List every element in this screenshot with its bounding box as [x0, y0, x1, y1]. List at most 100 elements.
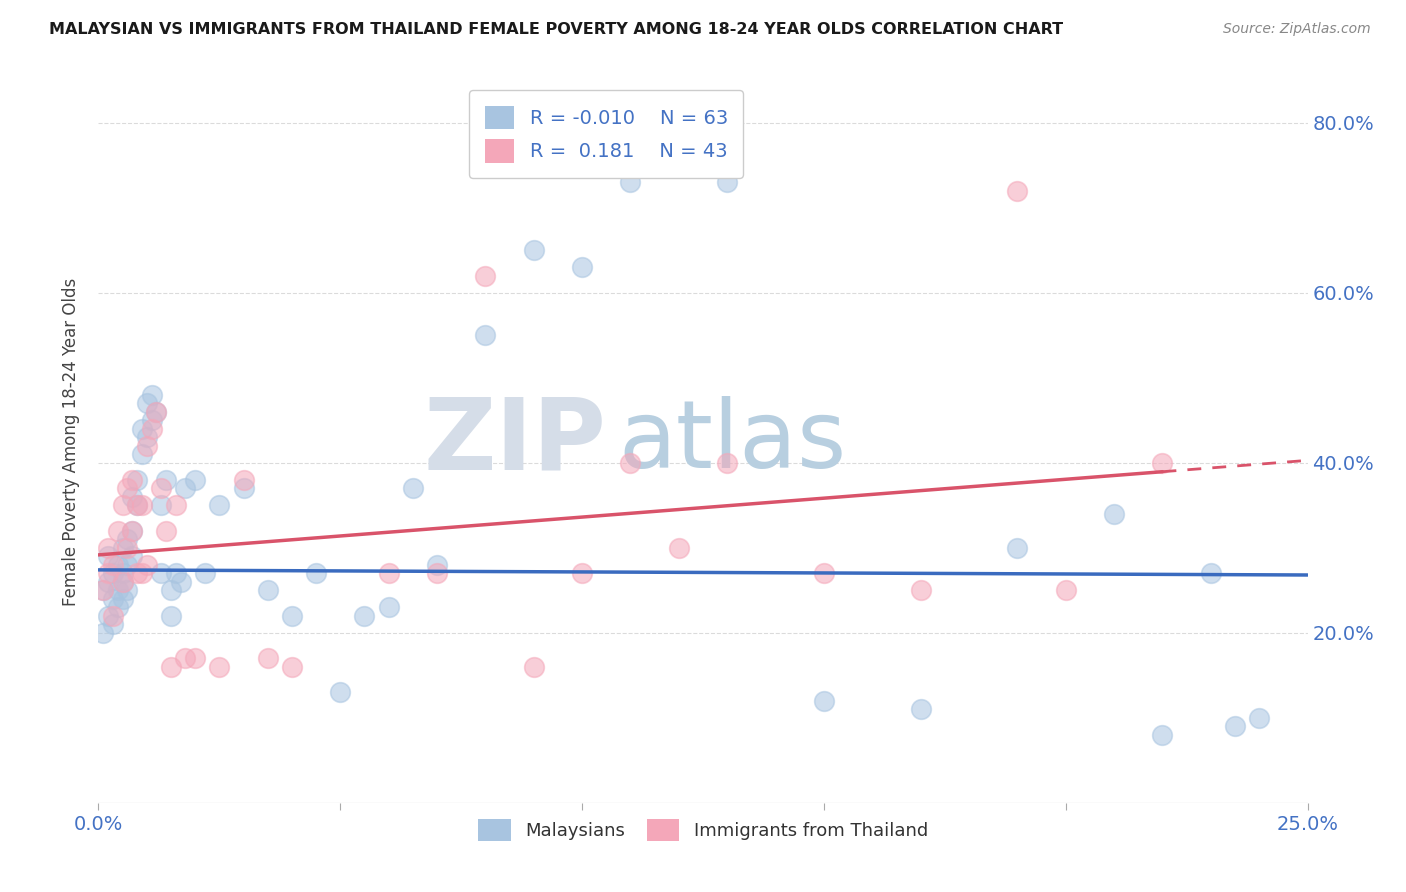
- Point: [160, 608, 183, 623]
- Point: [135, 396, 157, 410]
- Point: [117, 533, 139, 547]
- Point: [474, 268, 496, 283]
- Point: [107, 583, 129, 598]
- Point: [256, 583, 278, 598]
- Point: [150, 481, 173, 495]
- Point: [145, 405, 167, 419]
- Point: [716, 456, 738, 470]
- Point: [127, 498, 149, 512]
- Point: [150, 566, 173, 581]
- Point: [208, 660, 231, 674]
- Point: [426, 558, 449, 572]
- Point: [426, 566, 449, 581]
- Point: [155, 524, 177, 538]
- Point: [619, 175, 641, 189]
- Point: [165, 566, 187, 581]
- Point: [160, 583, 183, 598]
- Point: [107, 524, 129, 538]
- Point: [523, 244, 546, 258]
- Point: [377, 566, 399, 581]
- Text: ZIP: ZIP: [423, 393, 606, 490]
- Point: [101, 617, 124, 632]
- Point: [117, 558, 139, 572]
- Point: [131, 422, 153, 436]
- Point: [131, 566, 153, 581]
- Point: [135, 430, 157, 444]
- Point: [91, 583, 114, 598]
- Point: [127, 473, 149, 487]
- Point: [97, 541, 120, 555]
- Point: [101, 566, 124, 581]
- Legend: Malaysians, Immigrants from Thailand: Malaysians, Immigrants from Thailand: [471, 812, 935, 848]
- Point: [135, 439, 157, 453]
- Point: [165, 498, 187, 512]
- Point: [184, 473, 207, 487]
- Point: [121, 549, 143, 564]
- Point: [97, 566, 120, 581]
- Point: [141, 413, 163, 427]
- Point: [107, 600, 129, 615]
- Point: [111, 541, 134, 555]
- Point: [377, 600, 399, 615]
- Point: [174, 481, 197, 495]
- Y-axis label: Female Poverty Among 18-24 Year Olds: Female Poverty Among 18-24 Year Olds: [62, 277, 80, 606]
- Point: [813, 694, 835, 708]
- Point: [208, 498, 231, 512]
- Point: [101, 591, 124, 606]
- Point: [1152, 728, 1174, 742]
- Point: [145, 405, 167, 419]
- Point: [402, 481, 425, 495]
- Point: [571, 260, 593, 275]
- Point: [1102, 507, 1125, 521]
- Point: [910, 702, 932, 716]
- Point: [141, 388, 163, 402]
- Point: [329, 685, 352, 699]
- Point: [256, 651, 278, 665]
- Point: [716, 175, 738, 189]
- Point: [160, 660, 183, 674]
- Point: [619, 456, 641, 470]
- Point: [1007, 184, 1029, 198]
- Point: [281, 660, 304, 674]
- Point: [1152, 456, 1174, 470]
- Point: [1007, 541, 1029, 555]
- Point: [111, 591, 134, 606]
- Point: [910, 583, 932, 598]
- Point: [141, 422, 163, 436]
- Point: [121, 524, 143, 538]
- Point: [474, 328, 496, 343]
- Point: [111, 574, 134, 589]
- Point: [127, 498, 149, 512]
- Point: [111, 574, 134, 589]
- Point: [117, 481, 139, 495]
- Point: [1249, 711, 1271, 725]
- Point: [135, 558, 157, 572]
- Point: [305, 566, 328, 581]
- Point: [131, 498, 153, 512]
- Point: [174, 651, 197, 665]
- Point: [121, 473, 143, 487]
- Point: [117, 583, 139, 598]
- Point: [1199, 566, 1222, 581]
- Point: [101, 608, 124, 623]
- Point: [91, 583, 114, 598]
- Point: [97, 549, 120, 564]
- Point: [813, 566, 835, 581]
- Point: [169, 574, 191, 589]
- Text: atlas: atlas: [619, 395, 846, 488]
- Point: [91, 625, 114, 640]
- Point: [150, 498, 173, 512]
- Point: [1054, 583, 1077, 598]
- Text: Source: ZipAtlas.com: Source: ZipAtlas.com: [1223, 22, 1371, 37]
- Point: [155, 473, 177, 487]
- Point: [184, 651, 207, 665]
- Point: [571, 566, 593, 581]
- Point: [232, 473, 254, 487]
- Point: [194, 566, 217, 581]
- Text: MALAYSIAN VS IMMIGRANTS FROM THAILAND FEMALE POVERTY AMONG 18-24 YEAR OLDS CORRE: MALAYSIAN VS IMMIGRANTS FROM THAILAND FE…: [49, 22, 1063, 37]
- Point: [107, 558, 129, 572]
- Point: [1223, 719, 1246, 733]
- Point: [121, 490, 143, 504]
- Point: [117, 541, 139, 555]
- Point: [111, 498, 134, 512]
